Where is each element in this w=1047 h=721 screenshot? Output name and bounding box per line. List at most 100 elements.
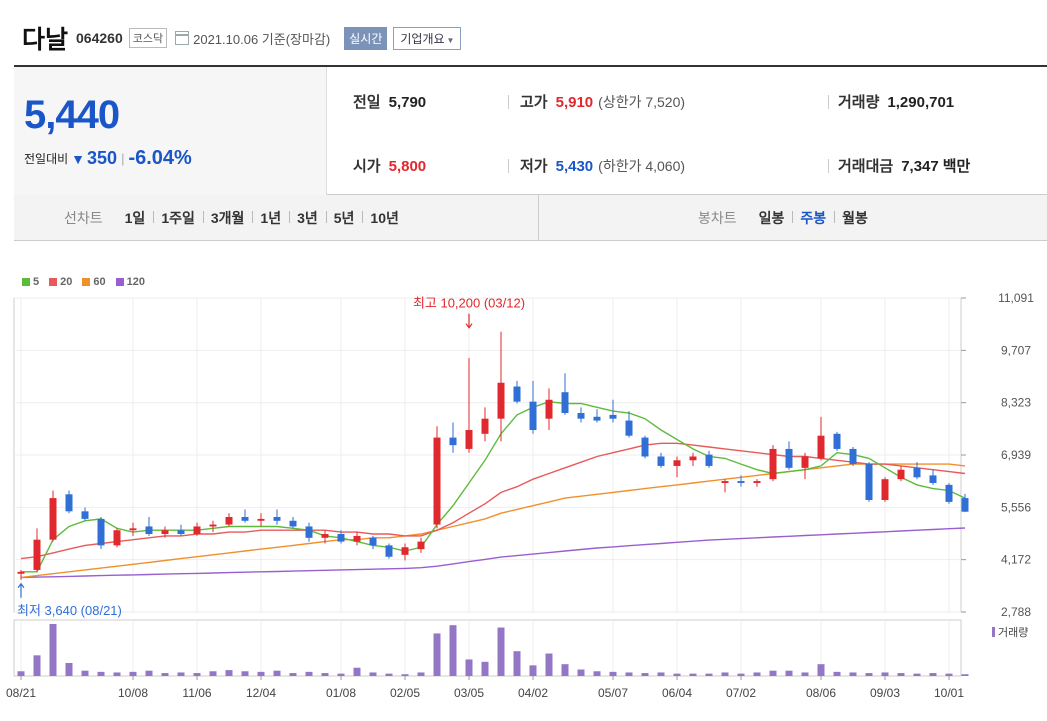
volume-bar: [657, 672, 665, 676]
volume-bar: [97, 671, 105, 676]
candle-body: [689, 456, 697, 461]
stat-value: 1,290,701: [887, 94, 955, 111]
stat-value: 5,790: [388, 94, 427, 111]
chart-tab-bar: 선차트 1일 1주일 3개월 1년 3년 5년 10년 봉차트 일봉 주봉 월봉: [14, 195, 1047, 241]
base-date: 2021.10.06 기준(장마감): [193, 31, 331, 47]
company-overview-dropdown[interactable]: 기업개요 ▼: [393, 26, 462, 50]
tab-1d[interactable]: 1일: [124, 209, 146, 226]
candle-body: [257, 518, 265, 521]
legend-item: 60: [82, 276, 106, 288]
y-tick-label: 11,091: [998, 291, 1034, 305]
realtime-button[interactable]: 실시간: [344, 26, 388, 50]
divider: [508, 95, 509, 109]
tab-1w[interactable]: 1주일: [153, 208, 203, 228]
candle-body: [801, 456, 809, 468]
stat-label: 고가: [520, 94, 548, 111]
candle-body: [913, 467, 921, 478]
candle-body: [705, 454, 713, 466]
volume-label: 거래량: [998, 627, 1029, 639]
candle-body: [577, 413, 585, 419]
company-overview-label: 기업개요: [400, 31, 445, 46]
candle-body: [65, 494, 73, 512]
volume-bar: [193, 673, 201, 676]
calendar-icon: [175, 31, 190, 45]
candle-body: [417, 541, 425, 550]
candle-body: [769, 448, 777, 480]
stat-label: 거래량: [838, 94, 880, 111]
volume-bar: [401, 674, 409, 676]
divider: [828, 95, 829, 109]
volume-bar: [881, 672, 889, 676]
candle-body: [465, 430, 473, 449]
candle-body: [369, 537, 377, 546]
tab-3y[interactable]: 3년: [289, 208, 326, 228]
candle-body: [593, 416, 601, 421]
candle-body: [865, 464, 873, 500]
tab-3m[interactable]: 3개월: [202, 208, 253, 228]
volume-bar: [417, 672, 425, 676]
candle-body: [49, 498, 57, 540]
change-amount: 350: [87, 148, 118, 168]
volume-bar: [609, 671, 617, 676]
volume-bar: [129, 671, 137, 676]
candle-body: [161, 530, 169, 535]
candle-body: [753, 481, 761, 483]
y-tick-label: 9,707: [1001, 343, 1031, 357]
candle-body: [817, 435, 825, 459]
legend-item: 5: [22, 276, 39, 288]
volume-bar: [785, 670, 793, 676]
volume-bar: [913, 673, 921, 676]
tab-monthly[interactable]: 월봉: [834, 208, 876, 228]
ma120-line: [20, 527, 966, 579]
tab-5y[interactable]: 5년: [325, 208, 363, 228]
volume-bar: [321, 673, 329, 676]
tab-1y[interactable]: 1년: [252, 208, 289, 228]
volume-bar: [721, 672, 729, 676]
x-tick-label: 06/04: [662, 686, 692, 700]
candle-body: [81, 511, 89, 519]
x-tick-label: 08/06: [806, 686, 836, 700]
candle-body: [401, 547, 409, 555]
tab-weekly[interactable]: 주봉: [792, 208, 834, 228]
candle-body: [561, 392, 569, 414]
volume-bar: [801, 672, 809, 676]
volume-bar: [145, 670, 153, 676]
line-chart-tabs: 선차트 1일 1주일 3개월 1년 3년 5년 10년: [64, 195, 407, 240]
candle-body: [657, 456, 665, 466]
tab-daily[interactable]: 일봉: [758, 209, 785, 226]
x-tick-label: 04/02: [518, 686, 548, 700]
volume-bar: [369, 672, 377, 676]
x-tick-label: 11/06: [182, 686, 211, 700]
candle-body: [529, 401, 537, 431]
tab-10y[interactable]: 10년: [362, 208, 406, 228]
volume-bar: [673, 673, 681, 676]
candle-body: [513, 386, 521, 402]
volume-bar: [65, 663, 73, 676]
candle-body: [241, 517, 249, 521]
low-annotation: 최저 3,640 (08/21): [17, 603, 122, 618]
candle-body: [337, 534, 345, 542]
stat-value: 7,347: [901, 158, 939, 175]
candle-body: [289, 520, 297, 527]
volume-bar: [929, 673, 937, 676]
volume-bar: [945, 673, 953, 676]
stat-low: 저가 5,430 (하한가 4,060): [520, 155, 685, 176]
candle-body: [209, 524, 217, 527]
legend-label: 5: [33, 276, 40, 288]
volume-bar: [545, 653, 553, 676]
legend-swatch: [22, 278, 30, 286]
line-chart-label: 선차트: [64, 209, 103, 226]
volume-bar: [561, 664, 569, 676]
amount-unit: 백만: [942, 158, 971, 175]
y-tick-label: 8,323: [1001, 396, 1031, 410]
volume-bar: [113, 672, 121, 676]
candle-body: [721, 481, 729, 483]
candle-body: [449, 437, 457, 446]
lower-limit: (하한가 4,060): [598, 158, 686, 174]
candle-chart-label: 봉차트: [698, 209, 737, 226]
candle-body: [785, 448, 793, 468]
candle-body: [97, 518, 105, 546]
volume-legend: 거래량: [992, 624, 1028, 640]
volume-swatch: [992, 627, 995, 637]
current-price: 5,440: [24, 93, 120, 137]
